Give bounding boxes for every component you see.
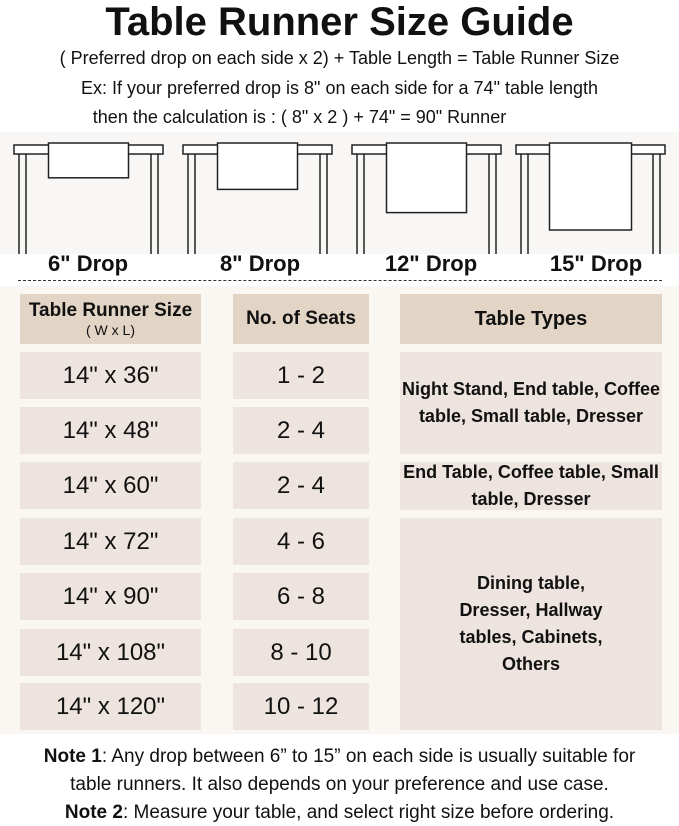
header-seats: No. of Seats	[233, 294, 369, 344]
seats-cell: 2 - 4	[233, 462, 369, 509]
note-1-label: Note 1	[43, 746, 102, 767]
drop-label-12: 12" Drop	[384, 251, 478, 276]
seats-cell: 2 - 4	[233, 407, 369, 454]
seats-cell: 1 - 2	[233, 352, 369, 399]
size-cell: 14" x 120"	[20, 683, 201, 730]
seats-cell: 10 - 12	[233, 683, 369, 730]
header-types-label: Table Types	[474, 307, 588, 330]
seats-cell: 4 - 6	[233, 518, 369, 565]
header-size: Table Runner Size ( W x L)	[20, 294, 201, 344]
size-cell: 14" x 60"	[20, 462, 201, 509]
dashed-divider	[18, 280, 662, 281]
example-line-1: Ex: If your preferred drop is 8" on each…	[80, 78, 599, 98]
size-cell: 14" x 90"	[20, 573, 201, 620]
size-cell: 14" x 36"	[20, 352, 201, 399]
runner-drop	[385, 142, 468, 214]
size-cell: 14" x 108"	[20, 629, 201, 676]
runner-drop	[216, 142, 299, 191]
size-cell: 14" x 48"	[20, 407, 201, 454]
note-2: Note 2: Measure your table, and select r…	[0, 802, 679, 824]
note-1-text: : Any drop between 6” to 15” on each sid…	[101, 746, 636, 767]
drop-label-6: 6" Drop	[47, 251, 129, 276]
header-types: Table Types	[400, 294, 662, 344]
types-cell-1: Night Stand, End table, Coffee table, Sm…	[400, 352, 662, 454]
note-1: Note 1: Any drop between 6” to 15” on ea…	[0, 746, 679, 768]
runner-drop	[548, 142, 633, 231]
header-size-label: Table Runner Size	[28, 300, 193, 321]
drop-label-15: 15" Drop	[549, 251, 643, 276]
drop-illustrations	[0, 132, 679, 254]
types-cell-3: Dining table, Dresser, Hallway tables, C…	[400, 518, 662, 730]
note-2-text: : Measure your table, and select right s…	[122, 802, 615, 823]
note-1-cont: table runners. It also depends on your p…	[70, 774, 609, 795]
runner-drop	[47, 142, 130, 179]
size-cell: 14" x 72"	[20, 518, 201, 565]
seats-cell: 6 - 8	[233, 573, 369, 620]
page-title: Table Runner Size Guide	[105, 0, 574, 44]
header-size-sub: ( W x L)	[86, 322, 135, 338]
note-2-label: Note 2	[64, 802, 123, 823]
drop-label-8: 8" Drop	[219, 251, 301, 276]
drop-diagrams	[13, 142, 666, 254]
formula-text: ( Preferred drop on each side x 2) + Tab…	[59, 48, 620, 68]
types-cell-2: End Table, Coffee table, Small table, Dr…	[400, 462, 662, 510]
example-line-2: then the calculation is : ( 8" x 2 ) + 7…	[92, 107, 507, 127]
seats-cell: 8 - 10	[233, 629, 369, 676]
